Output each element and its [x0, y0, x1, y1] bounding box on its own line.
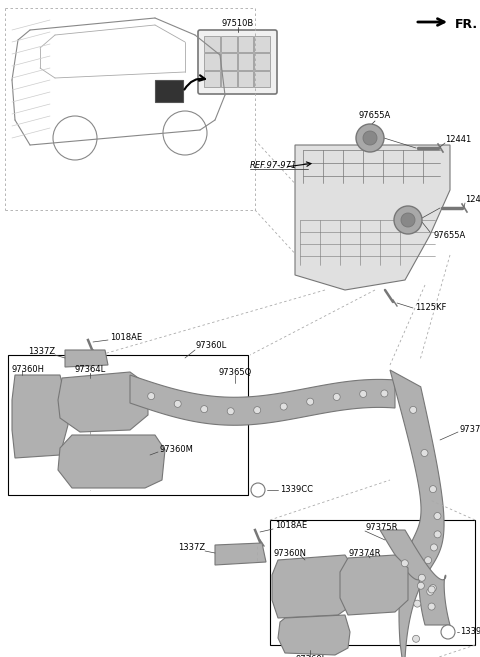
Bar	[408, 190, 436, 212]
Bar	[8, 355, 248, 495]
Circle shape	[417, 582, 424, 589]
Text: FR.: FR.	[455, 18, 478, 30]
FancyBboxPatch shape	[198, 30, 277, 94]
Circle shape	[412, 635, 420, 643]
Circle shape	[401, 213, 415, 227]
Text: 97374R: 97374R	[349, 549, 381, 558]
Text: REF.97-971: REF.97-971	[250, 160, 298, 170]
Circle shape	[441, 625, 455, 639]
Polygon shape	[340, 555, 408, 615]
Circle shape	[428, 586, 435, 593]
Circle shape	[333, 394, 340, 401]
Text: 12441: 12441	[445, 135, 471, 145]
Circle shape	[227, 408, 234, 415]
Bar	[238, 71, 253, 87]
Circle shape	[419, 574, 425, 581]
Text: 97360J: 97360J	[295, 656, 324, 657]
Bar	[204, 53, 220, 70]
Circle shape	[307, 398, 314, 405]
Bar	[221, 53, 237, 70]
Bar	[303, 190, 331, 212]
Polygon shape	[390, 370, 444, 657]
Bar	[373, 190, 401, 212]
Polygon shape	[380, 530, 450, 625]
Text: 97360H: 97360H	[12, 365, 45, 374]
Circle shape	[409, 407, 417, 413]
Circle shape	[431, 544, 437, 551]
Bar	[254, 36, 270, 53]
Text: 97370R: 97370R	[460, 426, 480, 434]
Circle shape	[148, 393, 155, 399]
Text: 1337Z: 1337Z	[178, 543, 205, 553]
Circle shape	[381, 390, 388, 397]
Text: 97365Q: 97365Q	[218, 367, 252, 376]
Text: 1339CC: 1339CC	[460, 627, 480, 637]
Circle shape	[280, 403, 287, 410]
Circle shape	[427, 588, 434, 595]
Bar	[221, 71, 237, 87]
Text: 97360M: 97360M	[160, 445, 194, 455]
Circle shape	[421, 449, 428, 457]
Circle shape	[174, 400, 181, 407]
Polygon shape	[215, 543, 266, 565]
Circle shape	[430, 486, 436, 493]
Text: 1018AE: 1018AE	[275, 522, 307, 530]
Text: 97360N: 97360N	[274, 549, 307, 558]
Circle shape	[428, 603, 435, 610]
Text: 97510B: 97510B	[221, 20, 253, 28]
Polygon shape	[278, 615, 350, 655]
Circle shape	[434, 512, 441, 520]
Circle shape	[429, 585, 436, 591]
Polygon shape	[58, 372, 148, 432]
Circle shape	[425, 556, 432, 564]
Bar	[338, 190, 366, 212]
Circle shape	[254, 407, 261, 414]
Circle shape	[414, 600, 421, 607]
Text: 97360L: 97360L	[195, 340, 226, 350]
Bar	[238, 53, 253, 70]
Bar	[155, 80, 183, 102]
Bar	[254, 71, 270, 87]
Bar	[204, 36, 220, 53]
Bar	[204, 71, 220, 87]
Text: 97364L: 97364L	[74, 365, 106, 374]
Text: 1337Z: 1337Z	[28, 348, 55, 357]
Circle shape	[434, 531, 441, 538]
Circle shape	[394, 206, 422, 234]
Bar	[221, 36, 237, 53]
Text: 1339CC: 1339CC	[280, 486, 313, 495]
Text: 1125KF: 1125KF	[415, 304, 446, 313]
Bar	[254, 53, 270, 70]
Text: 97655A: 97655A	[359, 112, 391, 120]
Polygon shape	[58, 435, 165, 488]
Text: 97655A: 97655A	[433, 231, 465, 240]
Polygon shape	[272, 555, 355, 618]
Bar	[270, 520, 475, 645]
Bar	[238, 36, 253, 53]
Circle shape	[363, 131, 377, 145]
Polygon shape	[130, 375, 395, 425]
Circle shape	[401, 560, 408, 567]
Polygon shape	[12, 375, 68, 458]
Circle shape	[356, 124, 384, 152]
Circle shape	[201, 405, 208, 413]
Text: 97375R: 97375R	[365, 524, 397, 533]
Circle shape	[360, 390, 367, 397]
Circle shape	[251, 483, 265, 497]
Text: 12441: 12441	[465, 196, 480, 204]
Text: 1018AE: 1018AE	[110, 334, 142, 342]
Polygon shape	[295, 145, 450, 290]
Polygon shape	[65, 350, 108, 367]
